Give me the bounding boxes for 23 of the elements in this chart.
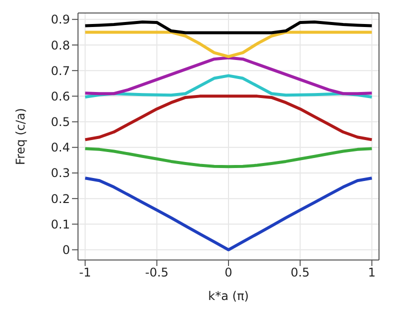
y-tick-label: 0 — [62, 243, 70, 258]
y-tick-label: 0.4 — [50, 140, 70, 155]
line-series — [84, 56, 374, 96]
y-tick-label: 0.8 — [50, 38, 70, 52]
y-tick-label: 0.2 — [50, 192, 70, 206]
line-series — [84, 20, 374, 34]
x-tick-label: 0 — [224, 266, 232, 280]
x-tick-label: 1 — [368, 266, 376, 280]
x-tick-label: -0.5 — [145, 266, 169, 280]
x-tick-label: -1 — [79, 266, 92, 280]
y-tick-label: 0.7 — [50, 64, 70, 78]
line-series — [84, 176, 374, 252]
y-tick-label: 0.9 — [50, 12, 70, 27]
line-series — [84, 147, 374, 168]
x-tick-label: 0.5 — [290, 266, 310, 280]
y-tick-label: 0.6 — [50, 89, 70, 104]
y-tick-label: 0.5 — [50, 115, 70, 130]
line-series — [84, 94, 374, 142]
y-tick-label: 0.1 — [50, 217, 70, 232]
y-tick-label: 0.3 — [50, 166, 70, 180]
line-series — [84, 30, 374, 58]
y-axis-title: Freq (c/a) — [13, 108, 28, 165]
x-axis-title: k*a (π) — [208, 289, 249, 303]
